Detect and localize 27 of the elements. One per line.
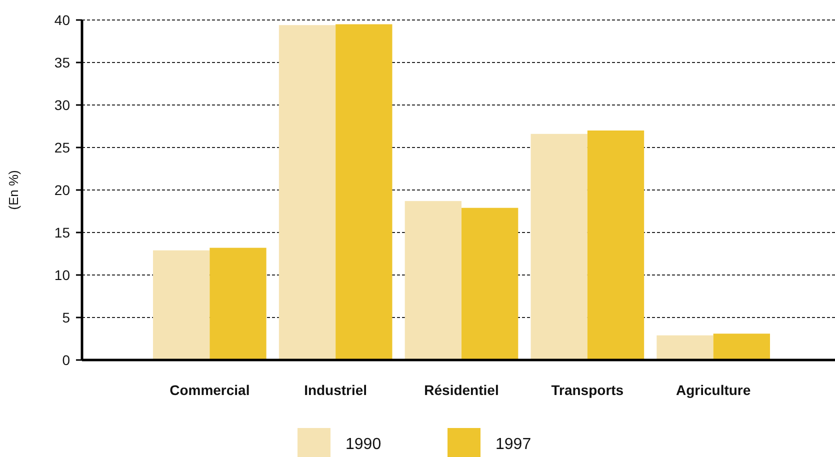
x-tick-label: Commercial [170, 382, 250, 398]
bar [153, 250, 210, 360]
y-tick-label: 20 [54, 182, 70, 198]
bar [713, 334, 770, 360]
x-tick-label: Transports [551, 382, 624, 398]
bar [656, 335, 714, 360]
y-axis-title: (En %) [6, 170, 21, 210]
bar [210, 248, 266, 360]
y-tick-label: 25 [54, 139, 70, 156]
y-tick-label: 40 [54, 12, 70, 28]
legend-label: 1990 [346, 436, 382, 453]
y-tick-label: 0 [62, 352, 70, 368]
legend-label: 1997 [496, 436, 532, 453]
y-tick-label: 30 [54, 96, 70, 113]
x-tick-label: Industriel [304, 382, 368, 398]
bar [462, 208, 518, 360]
bar [404, 201, 462, 360]
x-tick-label: Agriculture [676, 382, 751, 398]
y-tick-label: 5 [62, 309, 70, 326]
y-tick-label: 15 [54, 224, 70, 240]
bar [278, 25, 336, 360]
y-tick-label: 10 [54, 266, 70, 283]
bar [336, 24, 392, 360]
x-tick-label: Résidentiel [424, 382, 499, 398]
y-tick-label: 35 [54, 54, 70, 70]
bar [587, 130, 644, 360]
bar [530, 134, 588, 360]
